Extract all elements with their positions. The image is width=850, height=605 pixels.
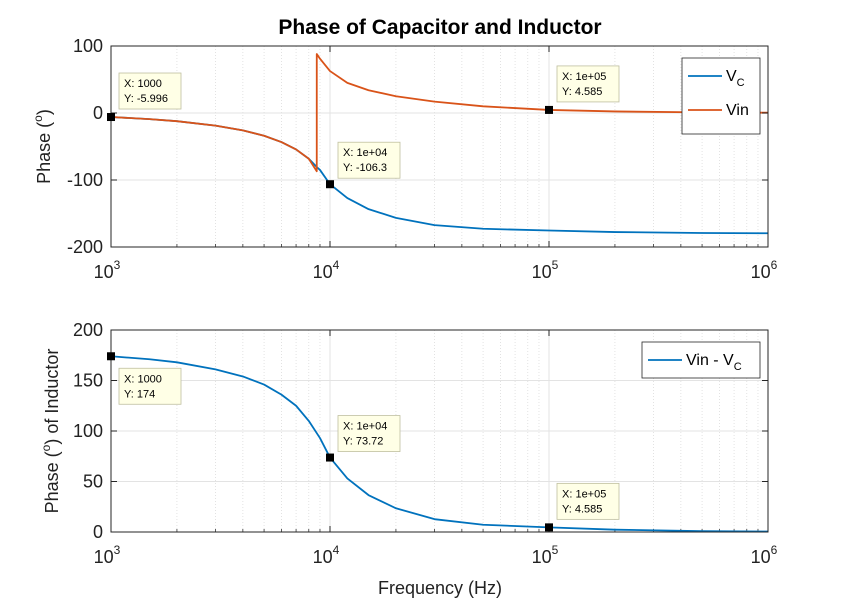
y-tick-label: 200 <box>73 320 103 340</box>
x-tick-label: 103 <box>94 258 121 282</box>
axes-frame <box>110 45 769 248</box>
axes-background <box>111 46 768 247</box>
datatip-text: X: 1e+05 <box>562 488 606 500</box>
datatip-text: Y: 174 <box>124 388 155 400</box>
datatip: X: 1e+04 Y: 73.72 <box>326 415 401 462</box>
y-axis-label: Phase (o) <box>31 109 54 184</box>
x-tick-label: 103 <box>94 543 121 567</box>
y-tick-label: 0 <box>93 522 103 542</box>
figure-title: Phase of Capacitor and Inductor <box>278 16 601 39</box>
datatip-text: X: 1e+04 <box>343 421 387 433</box>
x-tick-label: 104 <box>313 543 340 567</box>
datatip-marker <box>545 523 553 532</box>
y-tick-label: 100 <box>73 421 103 441</box>
datatip: X: 1000 Y: -5.996 <box>107 72 182 122</box>
legend: VC Vin <box>681 57 761 135</box>
y-tick-label: 50 <box>83 472 103 492</box>
series-line-1 <box>110 355 769 533</box>
y-tick-label: 0 <box>93 103 103 123</box>
y-axis-label: Phase (o) of Inductor <box>39 349 62 514</box>
datatip: X: 1e+05 Y: 4.585 <box>545 482 620 532</box>
datatip-box <box>556 65 620 103</box>
datatip: X: 1000 Y: 174 <box>107 352 182 405</box>
legend: Vin - VC <box>641 341 761 379</box>
datatip-text: X: 1e+05 <box>562 71 606 83</box>
datatip-box <box>337 415 401 452</box>
datatip-box <box>118 367 182 405</box>
datatip: X: 1e+04 Y: -106.3 <box>326 141 401 189</box>
datatip-text: X: 1e+04 <box>343 147 387 159</box>
legend-label-1: VC <box>726 68 745 89</box>
legend-box <box>681 57 761 135</box>
x-tick-label: 106 <box>751 258 778 282</box>
datatip-marker <box>107 352 115 361</box>
series-line-2 <box>110 53 769 173</box>
datatip-text: Y: 4.585 <box>562 503 602 515</box>
datatip: X: 1e+05 Y: 4.585 <box>545 65 620 114</box>
y-tick-label: -200 <box>67 237 103 257</box>
datatip-text: Y: -106.3 <box>343 162 387 174</box>
datatip-text: X: 1000 <box>124 373 162 385</box>
y-tick-label: 100 <box>73 36 103 56</box>
datatip-text: Y: -5.996 <box>124 93 168 105</box>
datatip-marker <box>326 180 334 189</box>
y-tick-label: 150 <box>73 371 103 391</box>
datatip-box <box>337 141 401 179</box>
datatip-text: Y: 73.72 <box>343 436 383 448</box>
legend-label-1: Vin - VC <box>686 352 742 373</box>
x-tick-label: 104 <box>313 258 340 282</box>
datatip-box <box>118 72 182 110</box>
datatip-marker <box>326 453 334 462</box>
bottom-inductor-phase-plot[interactable]: 103 104 105 106 0 50 100 150 200 Phase (o) of Ind… <box>39 320 778 567</box>
datatip-marker <box>545 105 553 114</box>
datatip-text: Y: 4.585 <box>562 86 602 98</box>
top-phase-plot[interactable]: 103 104 105 106 -200 -100 0 100 Phase (o) X: 1000… <box>31 36 778 282</box>
datatip-box <box>556 482 620 520</box>
x-tick-label: 105 <box>532 258 559 282</box>
legend-label-2: Vin <box>726 102 749 119</box>
datatip-marker <box>107 113 115 122</box>
x-tick-label: 106 <box>751 543 778 567</box>
datatip-text: X: 1000 <box>124 78 162 90</box>
y-tick-label: -100 <box>67 170 103 190</box>
legend-box <box>641 341 761 379</box>
x-axis-label: Frequency (Hz) <box>378 578 502 598</box>
x-tick-label: 105 <box>532 543 559 567</box>
